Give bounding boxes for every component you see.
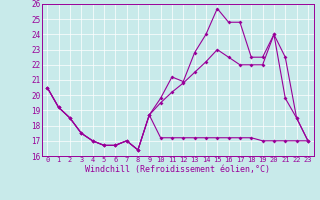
X-axis label: Windchill (Refroidissement éolien,°C): Windchill (Refroidissement éolien,°C) bbox=[85, 165, 270, 174]
